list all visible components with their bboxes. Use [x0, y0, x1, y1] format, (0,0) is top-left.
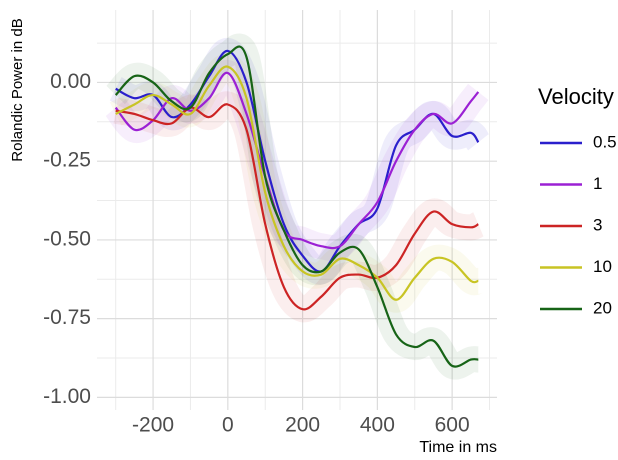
- series-line: [115, 65, 479, 301]
- y-tick-label: -0.25: [43, 149, 91, 172]
- x-tick-label: 600: [435, 414, 470, 437]
- x-tick-label: 400: [360, 414, 395, 437]
- y-tick-label: 0.00: [50, 70, 91, 93]
- y-tick-label: -0.75: [43, 306, 91, 329]
- x-tick-label: 200: [285, 414, 320, 437]
- y-tick-label: -1.00: [43, 385, 91, 408]
- legend-label: 0.5: [593, 132, 617, 151]
- legend-title: Velocity: [538, 84, 614, 109]
- series-line: [114, 45, 479, 368]
- series-line: [115, 103, 479, 311]
- y-axis-title: Rolandic Power in dB: [9, 18, 26, 161]
- series-line: [114, 71, 480, 250]
- x-tick-label: 0: [222, 414, 234, 437]
- legend-label: 1: [593, 174, 602, 193]
- x-tick-label: -200: [132, 414, 174, 437]
- legend-label: 10: [593, 257, 612, 276]
- legend-label: 3: [593, 215, 602, 234]
- y-tick-label: -0.50: [43, 227, 91, 250]
- legend-label: 20: [593, 298, 612, 317]
- x-axis-title: Time in ms: [419, 439, 497, 456]
